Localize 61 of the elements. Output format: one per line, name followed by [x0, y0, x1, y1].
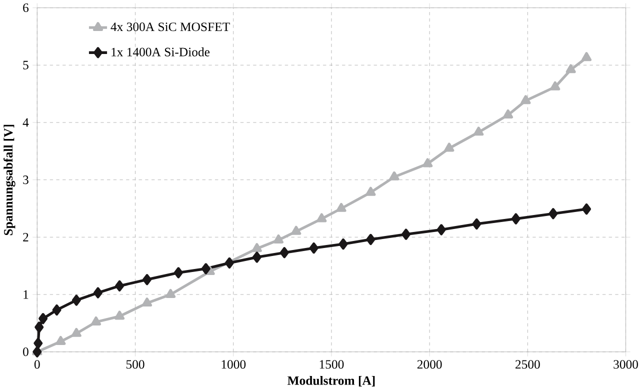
point [142, 298, 152, 307]
x-tick-label: 1000 [222, 360, 246, 369]
y-tick-label: 6 [23, 4, 29, 12]
point [34, 338, 43, 349]
point [274, 234, 284, 244]
point [115, 280, 124, 292]
point [142, 274, 152, 286]
point [316, 213, 327, 222]
x-axis-title: Modulstrom [A] [288, 376, 375, 386]
point [422, 158, 433, 168]
point [582, 204, 592, 215]
point [166, 288, 176, 298]
point [550, 81, 560, 90]
point [366, 234, 376, 246]
point [91, 316, 102, 326]
point [174, 267, 183, 278]
point [93, 287, 102, 298]
point [56, 336, 66, 345]
point [201, 263, 210, 274]
point [52, 304, 62, 316]
y-tick-label: 0 [23, 348, 28, 356]
point [474, 126, 484, 136]
y-tick-label: 3 [23, 176, 28, 184]
point [224, 257, 234, 269]
point [252, 243, 262, 252]
point [71, 328, 82, 337]
point [548, 208, 558, 220]
y-tick-label: 1 [24, 290, 28, 299]
y-tick-label: 5 [23, 60, 28, 70]
point [582, 52, 592, 62]
point [472, 218, 482, 230]
point [38, 313, 48, 324]
legend-label: 4x 300A SiC MOSFET [110, 22, 230, 32]
point [511, 213, 520, 224]
point [503, 109, 514, 118]
point [252, 252, 262, 263]
point [366, 186, 376, 196]
point [72, 294, 81, 306]
point [566, 64, 576, 74]
point [114, 310, 125, 320]
point [336, 202, 346, 212]
y-axis-title: Spannungsabfall [V] [4, 124, 16, 236]
legend-label: 1x 1400A Si-Diode [112, 47, 210, 56]
point [309, 242, 318, 254]
point [402, 228, 411, 240]
point [280, 247, 289, 258]
x-tick-label: 0 [34, 360, 40, 369]
y-tick-label: 4 [22, 118, 29, 127]
x-tick-label: 2000 [417, 360, 442, 369]
x-tick-label: 500 [126, 360, 144, 369]
point [291, 226, 302, 235]
y-tick-label: 2 [23, 232, 28, 242]
point [34, 322, 44, 333]
x-tick-label: 1500 [320, 360, 344, 369]
point [338, 238, 348, 250]
point [520, 95, 531, 104]
point [444, 142, 454, 152]
x-tick-label: 2500 [516, 360, 540, 369]
point [436, 224, 446, 236]
x-tick-label: 3000 [614, 360, 638, 369]
point [389, 171, 400, 180]
